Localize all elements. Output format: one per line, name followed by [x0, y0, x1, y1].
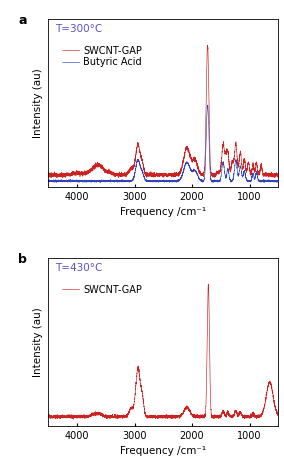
Butyric Acid — [214, 179, 217, 184]
X-axis label: Frequency /cm⁻¹: Frequency /cm⁻¹ — [120, 207, 206, 217]
Butyric Acid — [53, 180, 56, 185]
SWCNT-GAP — [277, 175, 280, 180]
SWCNT-GAP — [258, 414, 262, 420]
Legend: SWCNT-GAP: SWCNT-GAP — [60, 283, 144, 297]
Line: SWCNT-GAP: SWCNT-GAP — [48, 45, 278, 178]
Y-axis label: Intensity (au): Intensity (au) — [33, 68, 43, 138]
Butyric Acid — [145, 177, 149, 183]
Line: Butyric Acid: Butyric Acid — [48, 105, 278, 183]
Butyric Acid — [277, 179, 280, 184]
Text: b: b — [18, 253, 27, 265]
SWCNT-GAP — [145, 172, 149, 178]
SWCNT-GAP — [156, 413, 159, 419]
Text: T=300°C: T=300°C — [55, 24, 103, 34]
SWCNT-GAP — [270, 171, 273, 176]
Butyric Acid — [143, 176, 147, 182]
SWCNT-GAP — [143, 409, 147, 415]
Line: SWCNT-GAP: SWCNT-GAP — [48, 284, 278, 419]
Butyric Acid — [258, 177, 262, 183]
Text: a: a — [18, 14, 27, 27]
SWCNT-GAP — [258, 169, 262, 175]
SWCNT-GAP — [47, 172, 50, 177]
SWCNT-GAP — [156, 170, 159, 176]
SWCNT-GAP — [206, 281, 210, 287]
SWCNT-GAP — [206, 43, 209, 48]
Butyric Acid — [47, 178, 50, 183]
Butyric Acid — [206, 102, 209, 108]
SWCNT-GAP — [72, 417, 76, 422]
SWCNT-GAP — [270, 383, 273, 388]
X-axis label: Frequency /cm⁻¹: Frequency /cm⁻¹ — [120, 446, 206, 456]
SWCNT-GAP — [49, 175, 53, 181]
Text: T=430°C: T=430°C — [55, 263, 103, 273]
Butyric Acid — [270, 178, 273, 184]
SWCNT-GAP — [214, 173, 217, 178]
Butyric Acid — [156, 178, 159, 183]
Y-axis label: Intensity (au): Intensity (au) — [33, 307, 43, 377]
SWCNT-GAP — [47, 412, 50, 418]
SWCNT-GAP — [143, 169, 147, 175]
Legend: SWCNT-GAP, Butyric Acid: SWCNT-GAP, Butyric Acid — [60, 44, 144, 69]
SWCNT-GAP — [214, 415, 217, 421]
SWCNT-GAP — [145, 412, 149, 418]
SWCNT-GAP — [277, 413, 280, 418]
